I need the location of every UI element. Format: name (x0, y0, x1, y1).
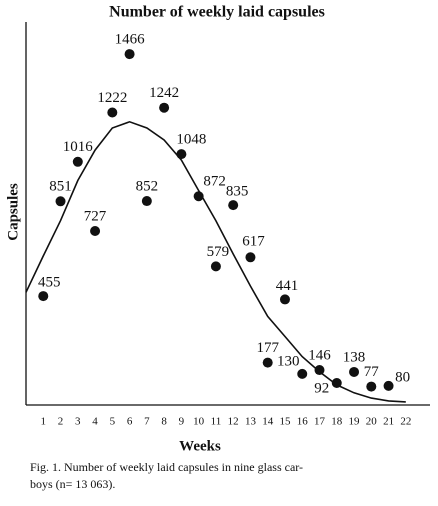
point (245, 252, 256, 263)
fit-curve (25, 120, 406, 403)
point (176, 149, 187, 160)
data-label: 1048 (176, 132, 206, 148)
point (90, 225, 101, 236)
x-tick-label: 20 (366, 416, 378, 428)
x-tick-label: 11 (211, 416, 222, 428)
x-tick-label: 15 (279, 416, 291, 428)
data-label: 1222 (97, 90, 127, 106)
x-tick-label: 1 (41, 416, 47, 428)
data-label: 146 (308, 347, 331, 363)
point (331, 377, 342, 388)
data-label: 80 (395, 369, 410, 385)
data-label: 455 (38, 275, 61, 291)
point (228, 200, 239, 211)
data-label: 617 (242, 234, 265, 250)
point (38, 291, 49, 302)
point (55, 196, 66, 207)
point (193, 191, 204, 202)
data-label: 579 (207, 244, 230, 260)
x-tick-label: 14 (262, 416, 274, 428)
point (297, 368, 308, 379)
data-label: 441 (276, 278, 299, 294)
x-tick-label: 22 (400, 416, 411, 428)
data-label: 852 (136, 178, 159, 194)
x-tick-label: 5 (110, 416, 116, 428)
x-tick-label: 13 (245, 416, 257, 428)
x-tick-label: 3 (75, 416, 81, 428)
x-tick-label: 12 (228, 416, 239, 428)
data-label: 138 (343, 349, 366, 365)
data-label: 851 (49, 179, 72, 195)
data-label: 1466 (115, 32, 146, 48)
point (366, 381, 377, 392)
data-label: 872 (203, 174, 226, 190)
x-tick-label: 4 (92, 416, 98, 428)
point (72, 156, 83, 167)
x-tick-label: 19 (349, 416, 361, 428)
point (107, 107, 118, 118)
data-label: 130 (277, 353, 300, 369)
data-label: 1016 (63, 139, 94, 155)
data-label: 77 (364, 364, 380, 380)
x-tick-label: 7 (144, 416, 150, 428)
chart-title: Number of weekly laid capsules (109, 4, 325, 21)
caption: Fig. 1. Number of weekly laid capsules i… (30, 460, 303, 474)
point (383, 380, 394, 391)
x-tick-label: 17 (314, 416, 326, 428)
data-label: 92 (314, 380, 329, 396)
x-tick-label: 16 (297, 416, 309, 428)
point (210, 261, 221, 272)
caption: boys (n= 13 063). (30, 477, 115, 491)
x-tick-label: 21 (383, 416, 394, 428)
point (124, 49, 135, 60)
x-tick-label: 9 (179, 416, 185, 428)
point (141, 196, 152, 207)
data-label: 177 (256, 340, 279, 356)
x-tick-label: 18 (331, 416, 343, 428)
y-axis-label: Capsules (5, 183, 21, 241)
point (159, 102, 170, 113)
point (349, 366, 360, 377)
data-label: 727 (84, 208, 107, 224)
data-label: 835 (226, 184, 249, 200)
x-tick-label: 10 (193, 416, 205, 428)
point (279, 294, 290, 305)
point (262, 357, 273, 368)
x-tick-label: 8 (161, 416, 167, 428)
x-tick-label: 6 (127, 416, 133, 428)
data-label: 1242 (149, 85, 179, 101)
x-axis-label: Weeks (179, 438, 221, 454)
x-tick-label: 2 (58, 416, 64, 428)
point (314, 365, 325, 376)
